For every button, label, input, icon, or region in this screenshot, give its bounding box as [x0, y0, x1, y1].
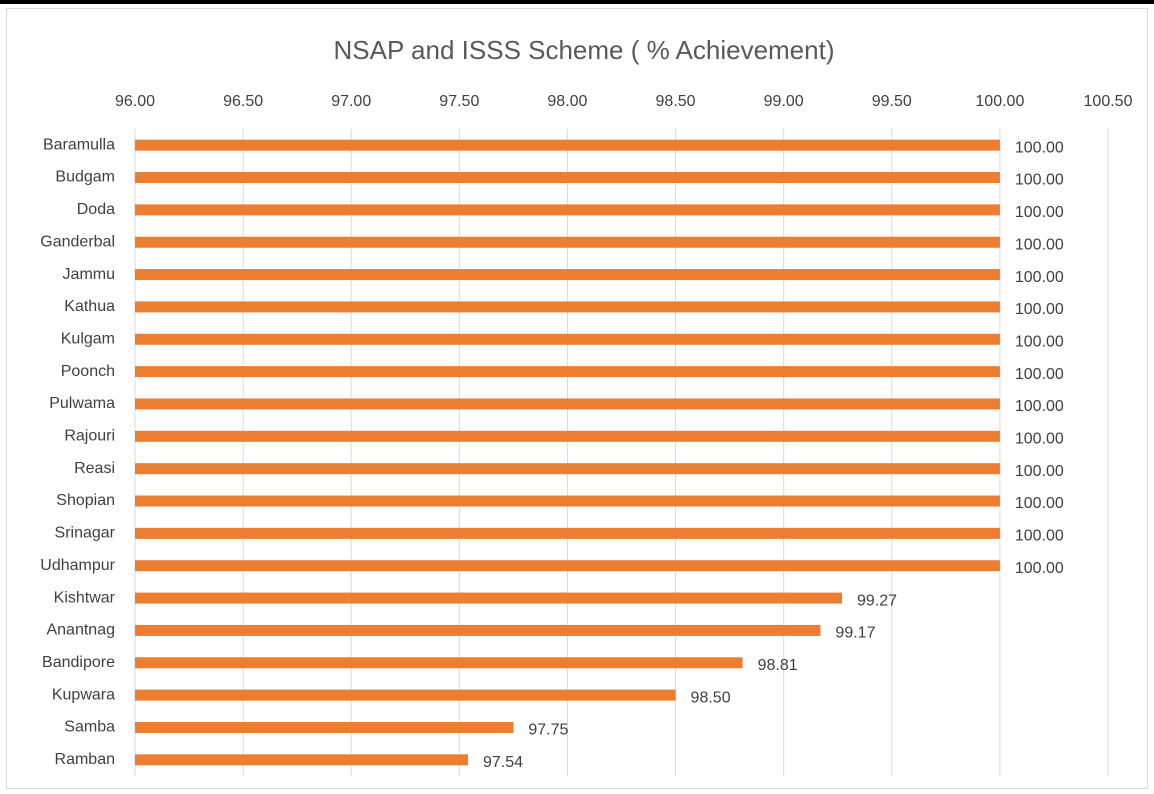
bar	[135, 624, 821, 636]
data-label: 100.00	[1015, 366, 1064, 383]
y-tick-label: Baramulla	[43, 136, 115, 153]
bar	[135, 495, 1000, 507]
y-tick-label: Kathua	[64, 298, 115, 315]
bar	[135, 560, 1000, 572]
data-label: 100.00	[1015, 398, 1064, 415]
x-tick-label: 97.50	[439, 93, 479, 110]
x-tick-label: 98.50	[656, 93, 696, 110]
chart-title: NSAP and ISSS Scheme ( % Achievement)	[334, 35, 835, 65]
data-label: 100.00	[1015, 560, 1064, 577]
bar	[135, 172, 1000, 184]
bar	[135, 657, 743, 669]
data-label: 100.00	[1015, 172, 1064, 189]
bar	[135, 236, 1000, 248]
y-tick-label: Rajouri	[64, 428, 115, 445]
data-label: 100.00	[1015, 269, 1064, 286]
x-tick-label: 96.50	[223, 93, 263, 110]
y-tick-label: Ganderbal	[40, 233, 115, 250]
bar	[135, 333, 1000, 345]
y-tick-label: Bandipore	[42, 654, 115, 671]
bar	[135, 592, 843, 604]
y-tick-label: Srinagar	[55, 525, 116, 542]
y-tick-label: Udhampur	[40, 557, 115, 574]
bar	[135, 366, 1000, 378]
data-label: 100.00	[1015, 333, 1064, 350]
data-label: 100.00	[1015, 431, 1064, 448]
bar	[135, 301, 1000, 313]
y-tick-label: Kishtwar	[54, 589, 116, 606]
bar	[135, 527, 1000, 539]
bar	[135, 204, 1000, 216]
bar	[135, 463, 1000, 475]
y-tick-label: Budgam	[55, 169, 115, 186]
y-tick-label: Samba	[64, 719, 115, 736]
bar	[135, 139, 1000, 151]
data-label: 100.00	[1015, 495, 1064, 512]
data-label: 98.50	[691, 689, 731, 706]
x-tick-label: 100.50	[1084, 93, 1133, 110]
x-tick-label: 98.00	[547, 93, 587, 110]
data-label: 99.17	[835, 625, 875, 642]
data-label: 100.00	[1015, 204, 1064, 221]
bar	[135, 689, 676, 701]
data-label: 100.00	[1015, 528, 1064, 545]
data-label: 98.81	[758, 657, 798, 674]
data-label: 100.00	[1015, 236, 1064, 253]
y-tick-label: Ramban	[55, 751, 115, 768]
y-tick-label: Anantnag	[46, 622, 115, 639]
y-tick-label: Pulwama	[49, 395, 115, 412]
x-tick-label: 99.00	[764, 93, 804, 110]
y-tick-label: Kulgam	[61, 330, 115, 347]
y-tick-label: Doda	[77, 201, 115, 218]
top-border	[0, 0, 1154, 4]
x-tick-label: 97.00	[331, 93, 371, 110]
chart-frame	[6, 8, 1148, 789]
data-label: 100.00	[1015, 139, 1064, 156]
y-tick-label: Reasi	[74, 460, 115, 477]
x-tick-label: 100.00	[975, 93, 1024, 110]
data-label: 99.27	[857, 592, 897, 609]
bar	[135, 754, 468, 766]
bar	[135, 269, 1000, 281]
bar	[135, 398, 1000, 410]
data-label: 97.54	[483, 754, 523, 771]
bar	[135, 721, 514, 733]
x-tick-label: 96.00	[115, 93, 155, 110]
y-tick-label: Kupwara	[52, 686, 115, 703]
x-tick-label: 99.50	[872, 93, 912, 110]
y-tick-label: Shopian	[56, 492, 115, 509]
y-tick-label: Poonch	[61, 363, 115, 380]
data-label: 100.00	[1015, 463, 1064, 480]
data-label: 97.75	[528, 722, 568, 739]
bar	[135, 430, 1000, 442]
y-tick-label: Jammu	[63, 266, 115, 283]
data-label: 100.00	[1015, 301, 1064, 318]
